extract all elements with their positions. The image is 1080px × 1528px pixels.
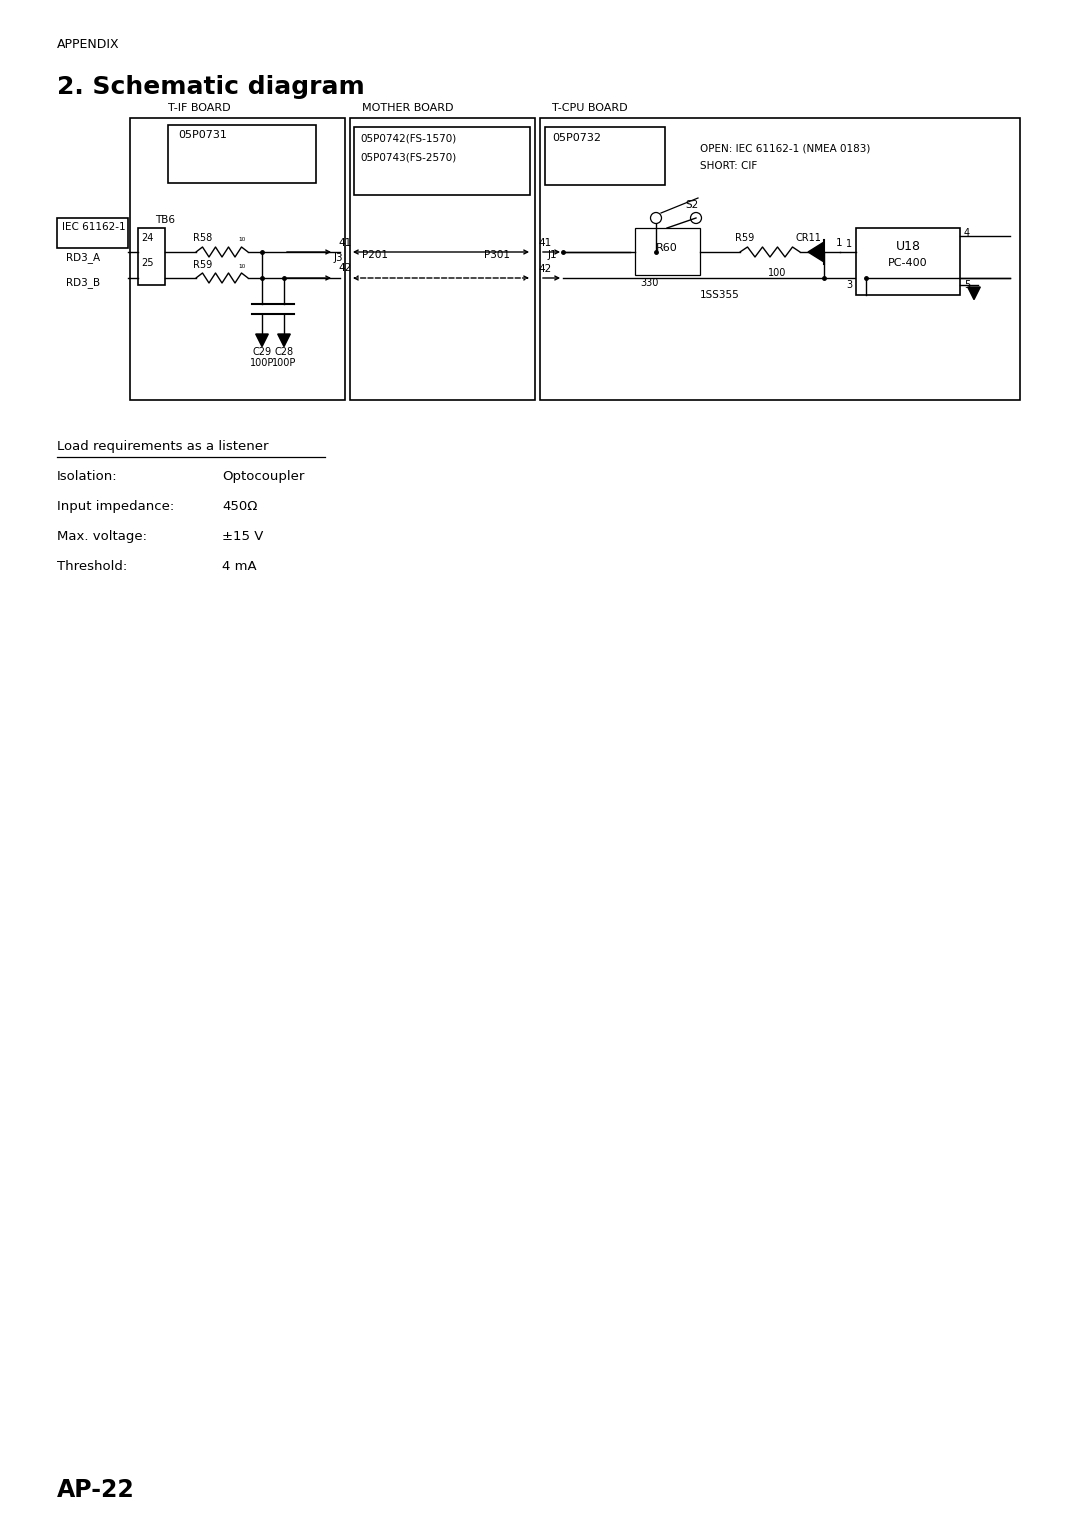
Bar [354, 127, 530, 196]
Text: Isolation:: Isolation: [57, 471, 118, 483]
Bar [856, 228, 960, 295]
Text: IEC 61162-1: IEC 61162-1 [62, 222, 125, 232]
Text: Load requirements as a listener: Load requirements as a listener [57, 440, 269, 452]
Bar [168, 125, 316, 183]
Bar [130, 118, 345, 400]
Text: 3: 3 [846, 280, 852, 290]
Text: C29: C29 [253, 347, 271, 358]
Text: J1: J1 [548, 251, 557, 260]
Bar [545, 127, 665, 185]
Polygon shape [808, 241, 824, 261]
Text: 1: 1 [846, 238, 852, 249]
Text: ±15 V: ±15 V [222, 530, 264, 542]
Text: 5: 5 [964, 280, 970, 290]
Text: 100P: 100P [249, 358, 274, 368]
Text: J3: J3 [334, 254, 343, 263]
Text: ₁₀: ₁₀ [238, 234, 245, 243]
Text: MOTHER BOARD: MOTHER BOARD [362, 102, 454, 113]
Text: P301: P301 [484, 251, 510, 260]
Text: 24: 24 [141, 232, 153, 243]
Polygon shape [278, 335, 291, 347]
Text: S2: S2 [685, 200, 699, 209]
Text: 100P: 100P [272, 358, 296, 368]
Bar [540, 118, 1020, 400]
Text: CR11: CR11 [795, 232, 821, 243]
Bar [57, 219, 129, 248]
Text: C28: C28 [274, 347, 294, 358]
Text: 4 mA: 4 mA [222, 559, 257, 573]
Bar [635, 228, 700, 275]
Text: OPEN: IEC 61162-1 (NMEA 0183): OPEN: IEC 61162-1 (NMEA 0183) [700, 144, 870, 153]
Polygon shape [256, 335, 268, 347]
Text: Threshold:: Threshold: [57, 559, 127, 573]
Text: U18: U18 [895, 240, 920, 254]
Text: ₁₀: ₁₀ [238, 261, 245, 270]
Bar [350, 118, 535, 400]
Text: APPENDIX: APPENDIX [57, 38, 120, 50]
Text: T-IF BOARD: T-IF BOARD [168, 102, 231, 113]
Text: 41: 41 [338, 238, 351, 248]
Text: PC-400: PC-400 [888, 258, 928, 267]
Text: Max. voltage:: Max. voltage: [57, 530, 147, 542]
Bar [138, 228, 165, 286]
Text: 330: 330 [640, 278, 659, 287]
Text: R60: R60 [657, 243, 678, 254]
Text: 42: 42 [538, 264, 551, 274]
Text: RD3_A: RD3_A [66, 252, 100, 263]
Text: 25: 25 [141, 258, 153, 267]
Text: SHORT: CIF: SHORT: CIF [700, 160, 757, 171]
Text: R59: R59 [735, 232, 754, 243]
Text: 2. Schematic diagram: 2. Schematic diagram [57, 75, 365, 99]
Text: 05P0742(FS-1570): 05P0742(FS-1570) [360, 133, 456, 144]
Text: 1: 1 [836, 238, 842, 248]
Text: 05P0731: 05P0731 [178, 130, 227, 141]
Text: 05P0732: 05P0732 [552, 133, 600, 144]
Text: RD3_B: RD3_B [66, 277, 100, 287]
Text: 450Ω: 450Ω [222, 500, 257, 513]
Text: R59: R59 [193, 260, 213, 270]
Polygon shape [968, 287, 981, 299]
Text: Optocoupler: Optocoupler [222, 471, 305, 483]
Text: R58: R58 [193, 232, 213, 243]
Text: 1SS355: 1SS355 [700, 290, 740, 299]
Text: 4: 4 [964, 228, 970, 238]
Text: 41: 41 [538, 238, 551, 248]
Text: P201: P201 [362, 251, 388, 260]
Text: 05P0743(FS-2570): 05P0743(FS-2570) [360, 151, 456, 162]
Text: 100: 100 [768, 267, 786, 278]
Text: AP-22: AP-22 [57, 1478, 135, 1502]
Text: TB6: TB6 [156, 215, 175, 225]
Text: 42: 42 [338, 263, 351, 274]
Text: T-CPU BOARD: T-CPU BOARD [552, 102, 627, 113]
Text: Input impedance:: Input impedance: [57, 500, 174, 513]
